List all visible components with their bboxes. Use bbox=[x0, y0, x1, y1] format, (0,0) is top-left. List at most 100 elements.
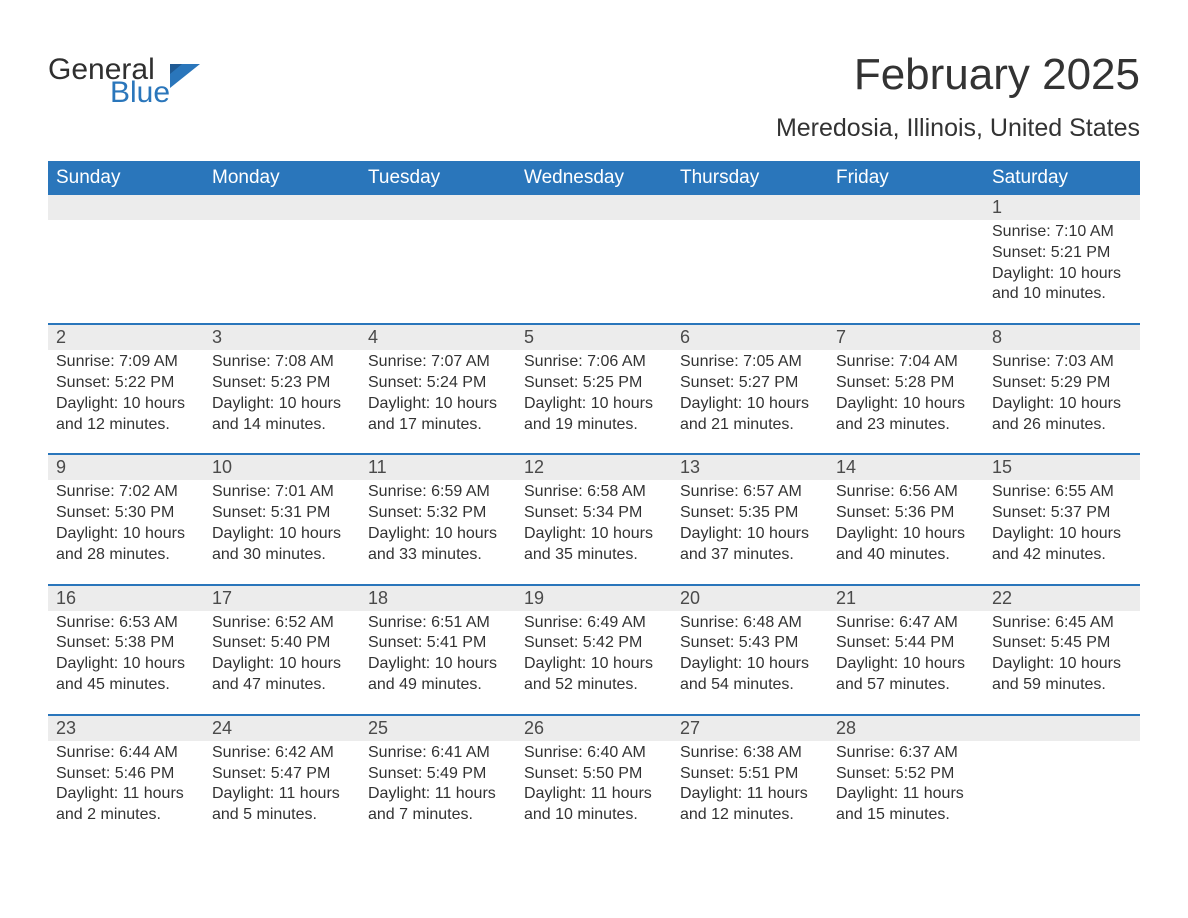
daylight-text: Daylight: 10 hours and 57 minutes. bbox=[836, 654, 976, 696]
day-number bbox=[984, 715, 1140, 741]
sunset-text: Sunset: 5:46 PM bbox=[56, 764, 196, 785]
sunset-text: Sunset: 5:29 PM bbox=[992, 373, 1132, 394]
day-number-row: 1 bbox=[48, 195, 1140, 220]
daylight-text: Daylight: 10 hours and 12 minutes. bbox=[56, 394, 196, 436]
sunset-text: Sunset: 5:30 PM bbox=[56, 503, 196, 524]
sunrise-text: Sunrise: 6:38 AM bbox=[680, 743, 820, 764]
sunrise-text: Sunrise: 7:04 AM bbox=[836, 352, 976, 373]
day-cell: Sunrise: 7:04 AMSunset: 5:28 PMDaylight:… bbox=[828, 350, 984, 454]
daylight-text: Daylight: 10 hours and 33 minutes. bbox=[368, 524, 508, 566]
weekday-header: Sunday bbox=[48, 161, 204, 195]
daylight-text: Daylight: 10 hours and 40 minutes. bbox=[836, 524, 976, 566]
day-number: 28 bbox=[828, 715, 984, 741]
sunrise-text: Sunrise: 6:56 AM bbox=[836, 482, 976, 503]
day-cell: Sunrise: 6:53 AMSunset: 5:38 PMDaylight:… bbox=[48, 611, 204, 715]
sunset-text: Sunset: 5:28 PM bbox=[836, 373, 976, 394]
month-title: February 2025 bbox=[776, 50, 1140, 100]
day-cell: Sunrise: 6:52 AMSunset: 5:40 PMDaylight:… bbox=[204, 611, 360, 715]
daylight-text: Daylight: 10 hours and 37 minutes. bbox=[680, 524, 820, 566]
day-cell: Sunrise: 7:03 AMSunset: 5:29 PMDaylight:… bbox=[984, 350, 1140, 454]
day-cell: Sunrise: 7:09 AMSunset: 5:22 PMDaylight:… bbox=[48, 350, 204, 454]
day-content-row: Sunrise: 6:53 AMSunset: 5:38 PMDaylight:… bbox=[48, 611, 1140, 715]
sunset-text: Sunset: 5:24 PM bbox=[368, 373, 508, 394]
sunset-text: Sunset: 5:23 PM bbox=[212, 373, 352, 394]
sunrise-text: Sunrise: 6:57 AM bbox=[680, 482, 820, 503]
day-number: 24 bbox=[204, 715, 360, 741]
day-cell: Sunrise: 6:48 AMSunset: 5:43 PMDaylight:… bbox=[672, 611, 828, 715]
day-number: 17 bbox=[204, 585, 360, 611]
day-number: 4 bbox=[360, 324, 516, 350]
daylight-text: Daylight: 11 hours and 15 minutes. bbox=[836, 784, 976, 826]
day-number bbox=[204, 195, 360, 220]
sunset-text: Sunset: 5:40 PM bbox=[212, 633, 352, 654]
sunrise-text: Sunrise: 6:55 AM bbox=[992, 482, 1132, 503]
day-number: 23 bbox=[48, 715, 204, 741]
day-cell: Sunrise: 6:57 AMSunset: 5:35 PMDaylight:… bbox=[672, 480, 828, 584]
day-number: 12 bbox=[516, 454, 672, 480]
day-number: 11 bbox=[360, 454, 516, 480]
day-cell: Sunrise: 6:51 AMSunset: 5:41 PMDaylight:… bbox=[360, 611, 516, 715]
day-number: 26 bbox=[516, 715, 672, 741]
day-number bbox=[672, 195, 828, 220]
sunrise-text: Sunrise: 7:02 AM bbox=[56, 482, 196, 503]
sunset-text: Sunset: 5:31 PM bbox=[212, 503, 352, 524]
sunrise-text: Sunrise: 7:08 AM bbox=[212, 352, 352, 373]
day-cell bbox=[48, 220, 204, 324]
day-cell: Sunrise: 6:59 AMSunset: 5:32 PMDaylight:… bbox=[360, 480, 516, 584]
sunset-text: Sunset: 5:27 PM bbox=[680, 373, 820, 394]
daylight-text: Daylight: 11 hours and 5 minutes. bbox=[212, 784, 352, 826]
day-cell bbox=[516, 220, 672, 324]
sunrise-text: Sunrise: 7:09 AM bbox=[56, 352, 196, 373]
daylight-text: Daylight: 10 hours and 21 minutes. bbox=[680, 394, 820, 436]
day-cell: Sunrise: 6:47 AMSunset: 5:44 PMDaylight:… bbox=[828, 611, 984, 715]
day-number: 8 bbox=[984, 324, 1140, 350]
daylight-text: Daylight: 10 hours and 10 minutes. bbox=[992, 264, 1132, 306]
day-number bbox=[828, 195, 984, 220]
day-cell: Sunrise: 6:38 AMSunset: 5:51 PMDaylight:… bbox=[672, 741, 828, 844]
day-cell bbox=[204, 220, 360, 324]
sunset-text: Sunset: 5:49 PM bbox=[368, 764, 508, 785]
title-block: February 2025 Meredosia, Illinois, Unite… bbox=[776, 50, 1140, 143]
daylight-text: Daylight: 10 hours and 19 minutes. bbox=[524, 394, 664, 436]
day-number-row: 232425262728 bbox=[48, 715, 1140, 741]
sunset-text: Sunset: 5:52 PM bbox=[836, 764, 976, 785]
header: General Blue February 2025 Meredosia, Il… bbox=[48, 50, 1140, 143]
sunset-text: Sunset: 5:35 PM bbox=[680, 503, 820, 524]
weekday-header: Saturday bbox=[984, 161, 1140, 195]
daylight-text: Daylight: 10 hours and 23 minutes. bbox=[836, 394, 976, 436]
day-cell: Sunrise: 6:37 AMSunset: 5:52 PMDaylight:… bbox=[828, 741, 984, 844]
day-content-row: Sunrise: 7:02 AMSunset: 5:30 PM Daylight:… bbox=[48, 480, 1140, 584]
sunset-text: Sunset: 5:44 PM bbox=[836, 633, 976, 654]
daylight-text: Daylight: 11 hours and 7 minutes. bbox=[368, 784, 508, 826]
day-number: 27 bbox=[672, 715, 828, 741]
day-number: 5 bbox=[516, 324, 672, 350]
sunset-text: Sunset: 5:47 PM bbox=[212, 764, 352, 785]
day-number: 21 bbox=[828, 585, 984, 611]
daylight-text: Daylight: 10 hours and 30 minutes. bbox=[212, 524, 352, 566]
weekday-header: Wednesday bbox=[516, 161, 672, 195]
location-text: Meredosia, Illinois, United States bbox=[776, 114, 1140, 143]
weekday-header: Friday bbox=[828, 161, 984, 195]
daylight-text: Daylight: 11 hours and 2 minutes. bbox=[56, 784, 196, 826]
weekday-header: Thursday bbox=[672, 161, 828, 195]
day-cell: Sunrise: 6:41 AMSunset: 5:49 PMDaylight:… bbox=[360, 741, 516, 844]
day-number: 18 bbox=[360, 585, 516, 611]
daylight-text: Daylight: 10 hours and 35 minutes. bbox=[524, 524, 664, 566]
sunrise-text: Sunrise: 6:45 AM bbox=[992, 613, 1132, 634]
calendar-table: SundayMondayTuesdayWednesdayThursdayFrid… bbox=[48, 161, 1140, 844]
day-cell: Sunrise: 7:10 AMSunset: 5:21 PMDaylight:… bbox=[984, 220, 1140, 324]
sunset-text: Sunset: 5:25 PM bbox=[524, 373, 664, 394]
logo: General Blue bbox=[48, 50, 200, 106]
day-cell: Sunrise: 7:01 AMSunset: 5:31 PMDaylight:… bbox=[204, 480, 360, 584]
day-number: 19 bbox=[516, 585, 672, 611]
day-cell bbox=[360, 220, 516, 324]
daylight-text: Daylight: 11 hours and 10 minutes. bbox=[524, 784, 664, 826]
sunset-text: Sunset: 5:51 PM bbox=[680, 764, 820, 785]
logo-text: General Blue bbox=[48, 56, 170, 106]
day-number-row: 16171819202122 bbox=[48, 585, 1140, 611]
sunrise-text: Sunrise: 6:58 AM bbox=[524, 482, 664, 503]
sunset-text: Sunset: 5:22 PM bbox=[56, 373, 196, 394]
logo-flag-icon bbox=[170, 64, 200, 88]
daylight-text: Daylight: 10 hours and 26 minutes. bbox=[992, 394, 1132, 436]
day-cell: Sunrise: 6:42 AMSunset: 5:47 PMDaylight:… bbox=[204, 741, 360, 844]
